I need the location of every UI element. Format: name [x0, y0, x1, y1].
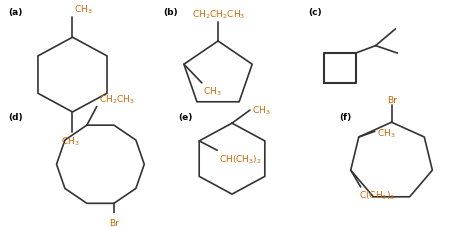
- Text: CH$_2$CH$_2$CH$_3$: CH$_2$CH$_2$CH$_3$: [192, 9, 246, 21]
- Text: CH$_3$: CH$_3$: [377, 126, 395, 139]
- Text: CH$_3$: CH$_3$: [203, 85, 221, 98]
- Text: CH(CH$_3$)$_2$: CH(CH$_3$)$_2$: [219, 152, 262, 165]
- Text: CH$_3$: CH$_3$: [74, 3, 93, 16]
- Text: C(CH$_3$)$_3$: C(CH$_3$)$_3$: [358, 189, 395, 201]
- Text: (b): (b): [163, 8, 178, 17]
- Text: CH$_2$CH$_3$: CH$_2$CH$_3$: [99, 93, 135, 105]
- Text: (f): (f): [340, 112, 352, 121]
- Text: (c): (c): [308, 8, 322, 17]
- Text: (e): (e): [178, 112, 192, 121]
- Text: (a): (a): [9, 8, 23, 17]
- Text: Br: Br: [388, 95, 397, 104]
- Text: CH$_3$: CH$_3$: [61, 135, 80, 147]
- Text: CH$_3$: CH$_3$: [252, 104, 271, 117]
- Text: Br: Br: [109, 218, 119, 227]
- Text: (d): (d): [9, 112, 23, 121]
